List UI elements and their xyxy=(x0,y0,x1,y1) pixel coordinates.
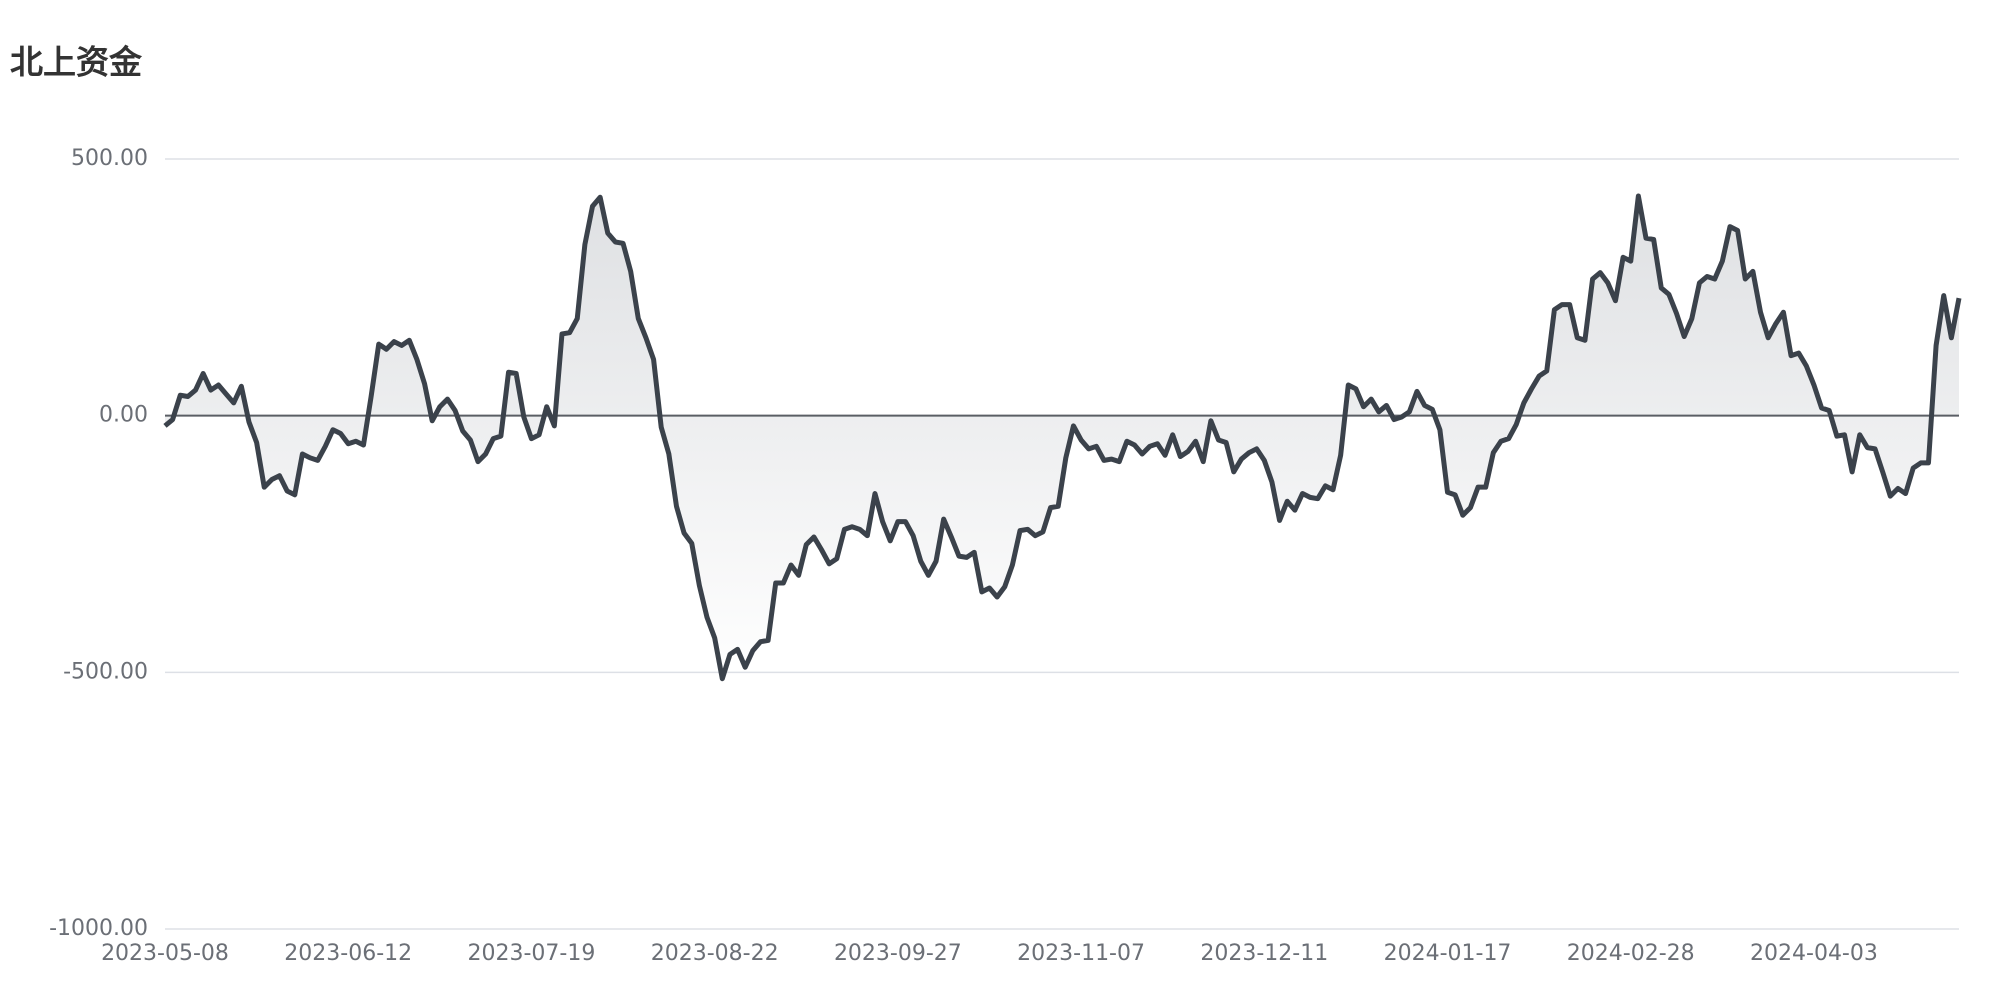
x-tick-label: 2023-05-08 xyxy=(101,941,229,966)
chart-title: 北上资金 xyxy=(10,43,143,82)
x-tick-label: 2024-02-28 xyxy=(1567,941,1695,966)
y-tick-label: -500.00 xyxy=(63,659,148,684)
x-tick-label: 2024-04-03 xyxy=(1750,941,1878,966)
x-tick-label: 2023-06-12 xyxy=(284,941,412,966)
y-tick-label: 0.00 xyxy=(99,403,148,428)
line xyxy=(163,193,1962,682)
x-tick-label: 2023-11-07 xyxy=(1017,941,1145,966)
x-tick-label: 2024-01-17 xyxy=(1384,941,1512,966)
x-tick-label: 2023-12-11 xyxy=(1200,941,1328,966)
x-tick-label: 2023-08-22 xyxy=(651,941,779,966)
y-tick-label: 500.00 xyxy=(71,146,148,171)
x-tick-label: 2023-07-19 xyxy=(468,941,596,966)
y-tick-label: -1000.00 xyxy=(49,916,148,941)
x-tick-label: 2023-09-27 xyxy=(834,941,962,966)
area xyxy=(165,196,1959,679)
